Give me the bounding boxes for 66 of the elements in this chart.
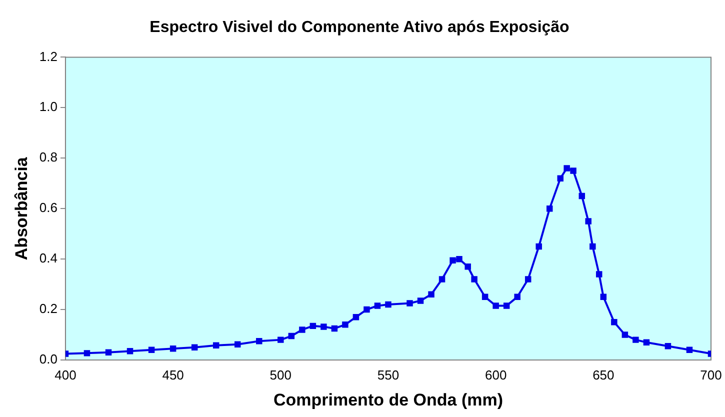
- point: [643, 339, 650, 346]
- x-tick-label: 450: [162, 367, 184, 382]
- x-tick-label: 600: [484, 367, 507, 382]
- point: [464, 264, 471, 270]
- point: [299, 326, 306, 333]
- point: [288, 332, 295, 340]
- point: [570, 168, 576, 174]
- point: [492, 302, 499, 309]
- point: [352, 314, 360, 320]
- point: [256, 338, 262, 344]
- y-tick-label: 0.0: [39, 352, 58, 367]
- x-tick-label: 550: [377, 367, 400, 382]
- point: [191, 344, 198, 351]
- y-tick-label: 0.8: [39, 150, 58, 165]
- x-tick-label: 500: [270, 367, 292, 382]
- x-tick-label: 650: [592, 367, 614, 382]
- point: [632, 336, 639, 343]
- y-tick-label: 0.4: [39, 250, 58, 266]
- point: [503, 302, 510, 309]
- point: [664, 343, 672, 350]
- point: [320, 324, 327, 330]
- point: [105, 349, 112, 356]
- point: [450, 257, 456, 264]
- point: [611, 319, 618, 326]
- point: [557, 175, 564, 182]
- point: [148, 346, 155, 354]
- y-tick-label: 1.0: [39, 99, 58, 114]
- y-axis-title: Absorbância: [12, 156, 31, 260]
- point: [374, 302, 381, 309]
- point: [170, 346, 176, 352]
- x-axis-title: Comprimento de Onda (mm): [273, 390, 503, 410]
- point: [406, 300, 413, 306]
- point: [622, 332, 628, 338]
- point: [310, 322, 316, 330]
- y-tick-label: 0.2: [39, 301, 58, 316]
- y-tick-label: 0.6: [39, 200, 58, 216]
- point: [342, 322, 348, 328]
- point: [524, 276, 532, 282]
- point: [385, 301, 392, 308]
- point: [564, 165, 570, 172]
- point: [585, 218, 592, 224]
- point: [536, 243, 542, 250]
- x-tick-label: 700: [700, 367, 722, 382]
- point: [514, 294, 520, 300]
- point: [234, 341, 241, 348]
- point: [686, 346, 693, 354]
- point: [278, 336, 284, 343]
- point: [428, 291, 434, 298]
- point: [84, 350, 90, 356]
- point: [331, 325, 338, 332]
- y-tick-label: 1.2: [39, 48, 58, 64]
- point: [596, 271, 602, 278]
- point: [578, 192, 586, 200]
- point: [417, 298, 424, 304]
- point: [471, 276, 478, 282]
- point: [600, 294, 607, 300]
- point: [546, 205, 553, 212]
- chart-title: Espectro Visivel do Componente Ativo após Exposição: [150, 19, 570, 36]
- x-tick-label: 400: [54, 367, 76, 382]
- point: [456, 256, 462, 262]
- point: [126, 348, 134, 354]
- point: [438, 276, 446, 282]
- point: [364, 306, 370, 313]
- point: [590, 243, 596, 250]
- point: [482, 294, 488, 300]
- point: [212, 342, 220, 348]
